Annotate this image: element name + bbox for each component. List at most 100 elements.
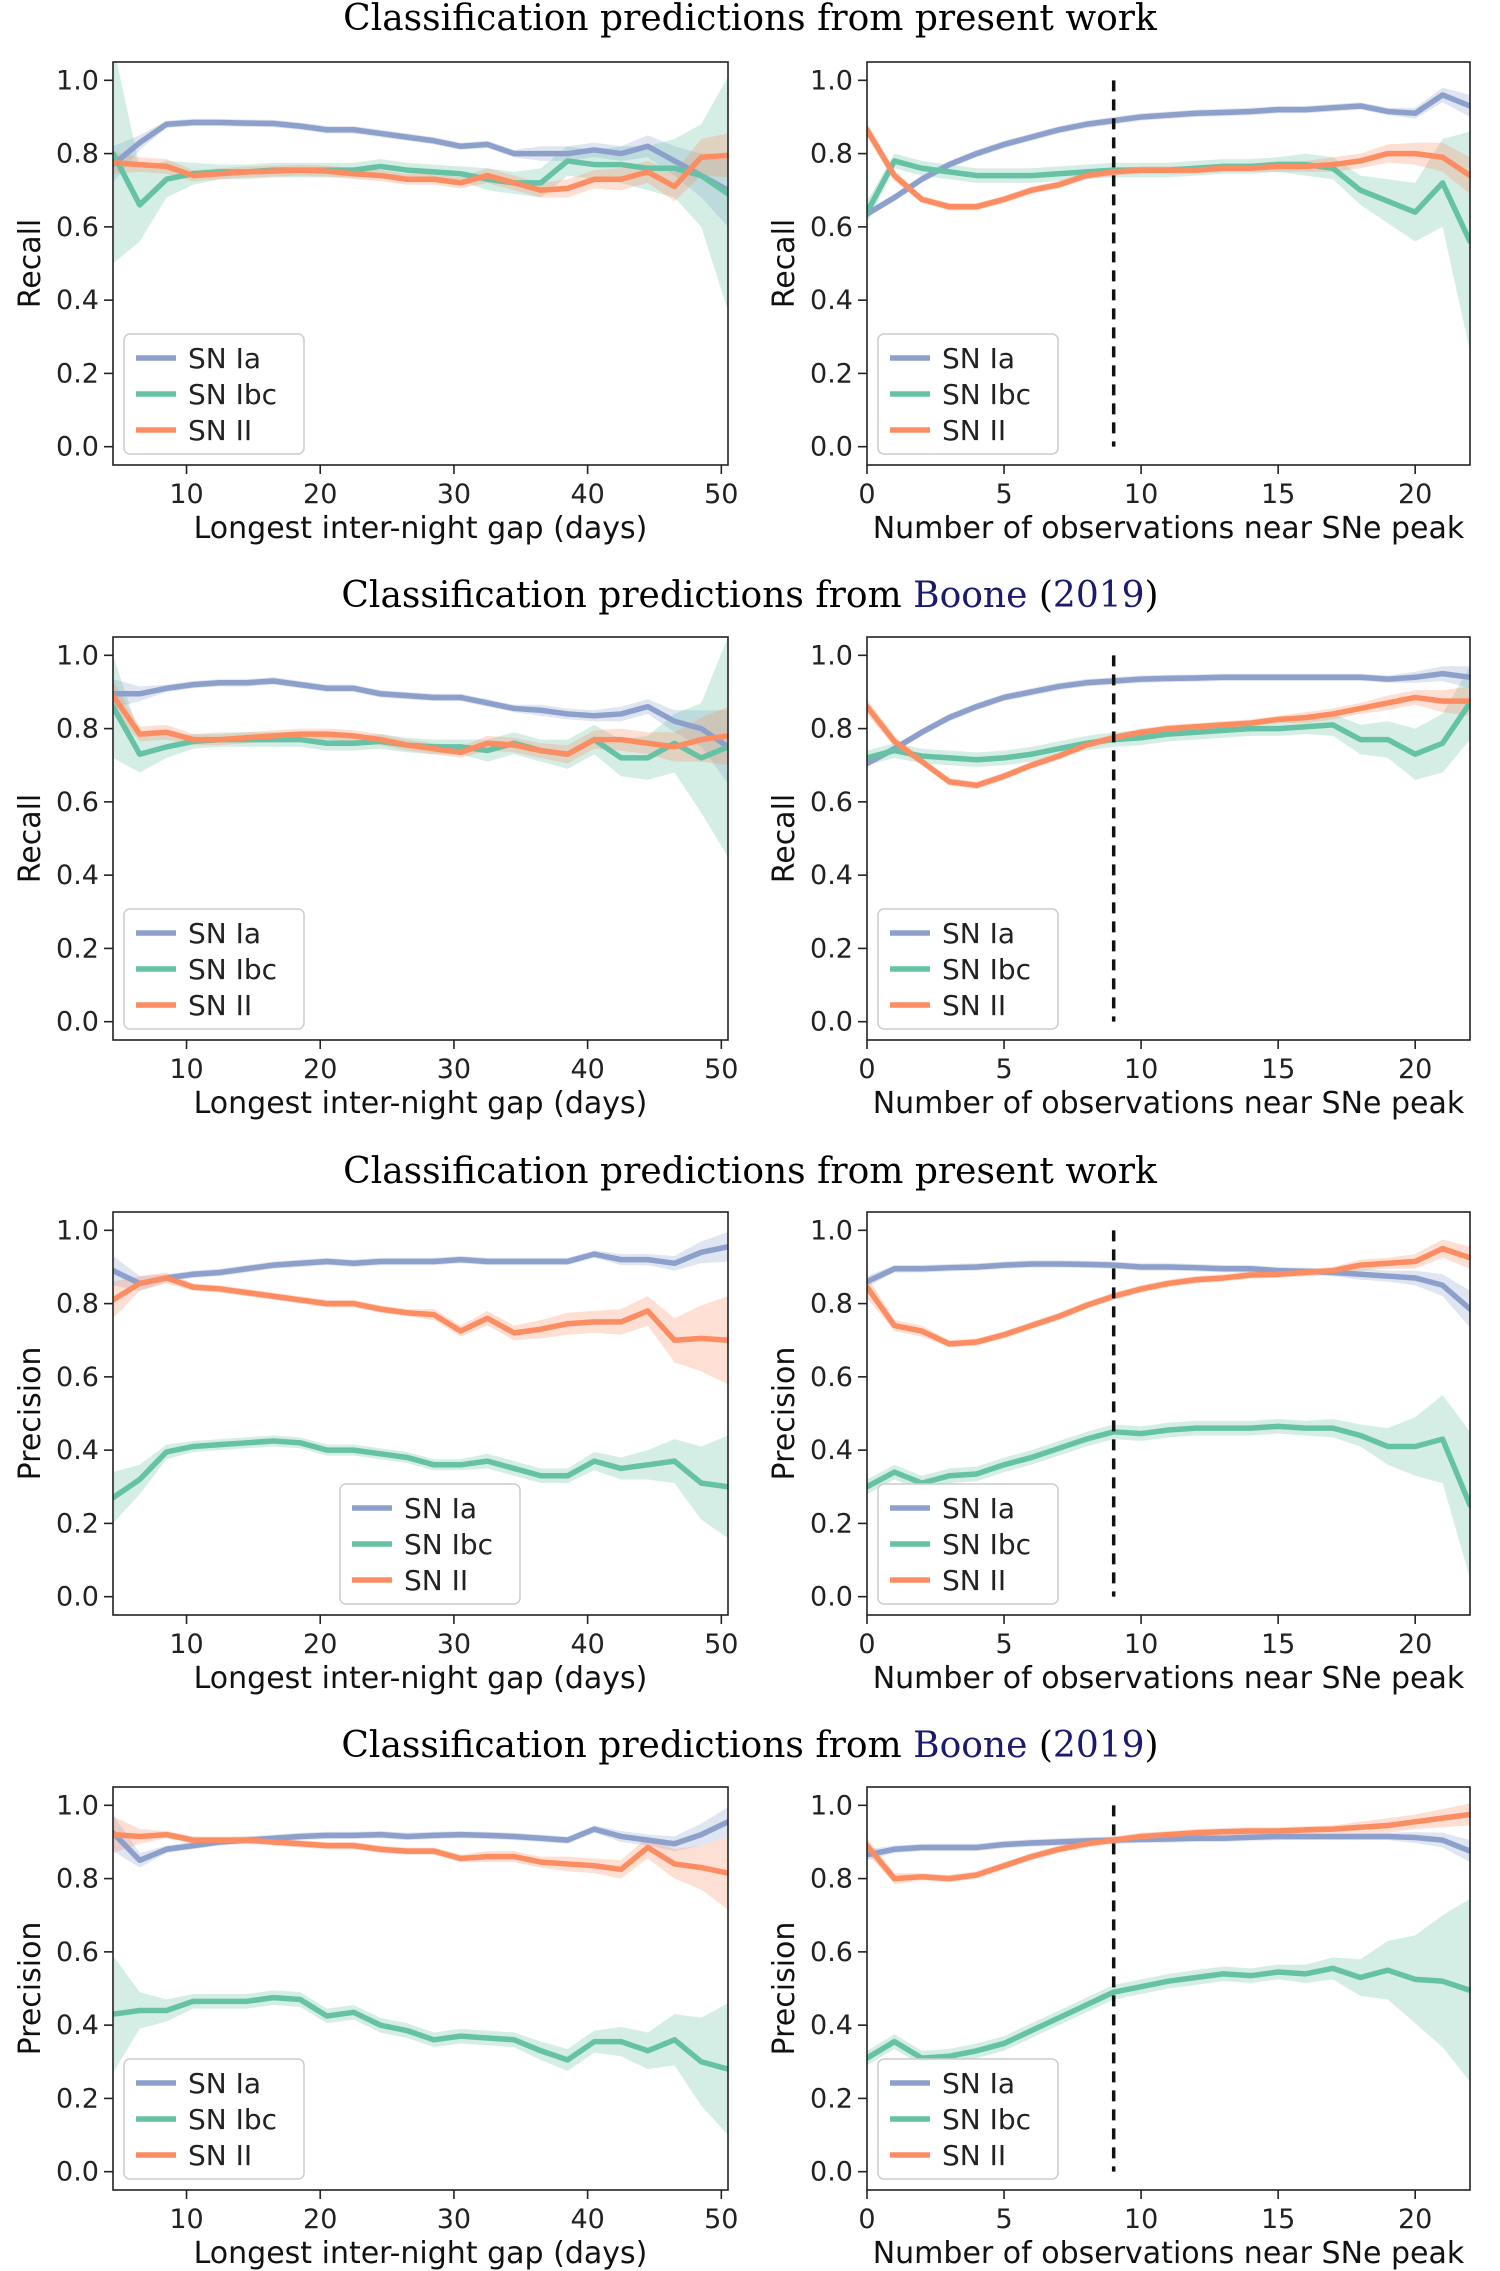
band-ibc <box>867 666 1470 780</box>
series-line-ii <box>867 1245 1470 1347</box>
x-tick-label: 15 <box>1261 1054 1295 1085</box>
legend-label: SN II <box>942 989 1006 1022</box>
x-tick-label: 50 <box>704 2204 738 2235</box>
y-axis-label: Precision <box>767 1347 802 1481</box>
y-tick-label: 0.8 <box>56 714 99 745</box>
legend-label: SN II <box>942 1564 1006 1597</box>
y-tick-label: 0.8 <box>56 139 99 170</box>
legend-label: SN Ia <box>942 1492 1015 1525</box>
x-axis-label: Number of observations near SNe peak <box>873 1661 1465 1696</box>
legend-label: SN Ibc <box>188 2103 277 2136</box>
plot-area <box>113 1807 728 2136</box>
series-line-ii <box>867 127 1470 210</box>
row-title-paren-close: ) <box>1145 575 1159 616</box>
y-tick-label: 0.6 <box>810 1362 853 1393</box>
band-ii <box>113 1816 728 1910</box>
row-title-cite-year: 2019 <box>1053 575 1145 616</box>
y-tick-label: 0.8 <box>810 139 853 170</box>
legend-box <box>123 2058 305 2180</box>
legend-label: SN Ia <box>942 342 1015 375</box>
legend-label: SN Ia <box>942 917 1015 950</box>
x-tick-label: 20 <box>303 1054 337 1085</box>
x-tick-label: 10 <box>169 1629 203 1660</box>
x-tick-label: 50 <box>704 1629 738 1660</box>
y-tick-label: 0.2 <box>56 358 99 389</box>
legend-label: SN II <box>188 414 252 447</box>
y-tick-label: 0.4 <box>810 860 853 891</box>
legend-label: SN Ia <box>404 1492 477 1525</box>
y-tick-label: 0.8 <box>810 1864 853 1895</box>
legend-label: SN Ibc <box>404 1528 493 1561</box>
x-tick-label: 5 <box>995 2204 1012 2235</box>
band-ii <box>113 680 728 766</box>
y-tick-label: 0.8 <box>810 1289 853 1320</box>
y-tick-label: 0.4 <box>56 1435 99 1466</box>
y-tick-label: 0.6 <box>56 212 99 243</box>
row-title-text: Classification predictions from present … <box>343 1151 1158 1192</box>
band-ibc <box>113 1435 728 1539</box>
x-tick-label: 10 <box>1124 479 1158 510</box>
legend-label: SN Ia <box>188 917 261 950</box>
band-ii <box>867 686 1470 790</box>
row-title-cite-name: Boone <box>913 1725 1027 1766</box>
y-tick-label: 0.0 <box>810 432 853 463</box>
row-title-text: Classification predictions from <box>341 1725 913 1766</box>
legend-box <box>877 333 1059 455</box>
panel-4: 0.0 0.2 0.4 0.6 0.8 1.0 10 20 30 40 50 Longest inte… <box>13 1211 738 1696</box>
y-tick-label: 0.2 <box>810 2083 853 2114</box>
row-title-1: Classification predictions from Boone (2… <box>341 575 1158 616</box>
axes-frame <box>866 636 1471 1041</box>
legend-label: SN II <box>188 2139 252 2172</box>
x-tick-label: 20 <box>303 479 337 510</box>
x-tick-label: 30 <box>437 1054 471 1085</box>
x-tick-label: 10 <box>1124 1629 1158 1660</box>
x-tick-label: 40 <box>570 1629 604 1660</box>
y-tick-label: 1.0 <box>56 640 99 671</box>
x-tick-label: 15 <box>1261 479 1295 510</box>
series-line-ia <box>867 1261 1470 1312</box>
row-title-2: Classification predictions from present … <box>343 1151 1158 1192</box>
series-line-ia <box>113 1244 728 1287</box>
y-tick-label: 0.8 <box>56 1864 99 1895</box>
y-tick-label: 0.4 <box>810 285 853 316</box>
series-line-ii <box>867 694 1470 789</box>
axes-frame <box>866 1786 1471 2191</box>
band-ii <box>113 1272 728 1385</box>
series-line-ibc <box>113 1994 728 2072</box>
x-tick-label: 10 <box>169 2204 203 2235</box>
y-tick-label: 1.0 <box>56 1215 99 1246</box>
y-tick-label: 0.4 <box>810 1435 853 1466</box>
y-tick-label: 0.6 <box>810 787 853 818</box>
x-tick-label: 5 <box>995 1629 1012 1660</box>
legend-label: SN Ibc <box>942 953 1031 986</box>
legend-label: SN Ibc <box>942 1528 1031 1561</box>
legend-box <box>877 2058 1059 2180</box>
legend-label: SN Ibc <box>942 2103 1031 2136</box>
series-line-ii <box>113 152 728 193</box>
y-tick-label: 0.2 <box>810 1508 853 1539</box>
plot-area <box>113 1232 728 1539</box>
y-tick-label: 0.6 <box>56 1937 99 1968</box>
y-axis-label: Recall <box>767 794 802 884</box>
y-axis-label: Precision <box>13 1922 48 2056</box>
y-tick-label: 0.0 <box>56 2157 99 2188</box>
y-tick-label: 0.4 <box>56 860 99 891</box>
band-ibc <box>867 131 1470 352</box>
row-title-0: Classification predictions from present … <box>343 0 1158 39</box>
x-tick-label: 20 <box>1398 1629 1432 1660</box>
x-tick-label: 30 <box>437 479 471 510</box>
y-tick-label: 1.0 <box>56 1790 99 1821</box>
band-ia <box>113 118 728 227</box>
y-tick-label: 1.0 <box>56 65 99 96</box>
y-tick-label: 0.2 <box>56 2083 99 2114</box>
y-tick-label: 0.6 <box>810 1937 853 1968</box>
x-axis-label: Longest inter-night gap (days) <box>194 2236 648 2271</box>
legend-box <box>123 908 305 1030</box>
y-tick-label: 0.4 <box>56 285 99 316</box>
